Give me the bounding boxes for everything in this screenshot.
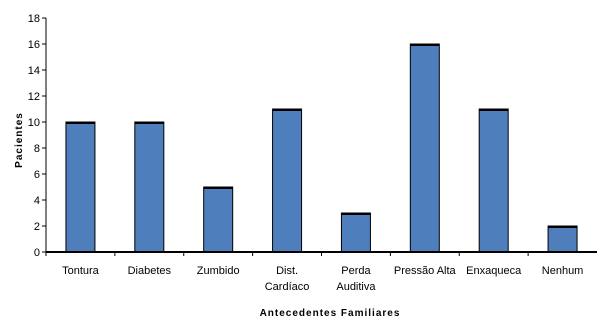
y-tick-label: 6: [34, 169, 40, 181]
bar: [409, 43, 440, 253]
y-tick-label: 2: [34, 221, 40, 233]
y-tick-label: 10: [28, 117, 40, 129]
x-category-label: Pressão Alta: [394, 265, 457, 277]
x-category-label: Perda Auditiva: [336, 265, 376, 293]
x-axis-labels: Tontura Diabetes Zumbido Dist. Cardíaco Perda…: [45, 252, 584, 293]
bar: [547, 225, 578, 253]
x-category-label: Enxaqueca: [466, 265, 522, 277]
y-tick-label: 4: [34, 195, 40, 207]
x-category-label: Tontura: [62, 265, 100, 277]
y-axis-ticks: 0 2 4 6 8 10 12 14 16 18: [28, 13, 46, 259]
y-tick-label: 16: [28, 39, 40, 51]
bar: [134, 121, 165, 253]
x-axis-title: Antecedentes Familiares: [260, 308, 401, 319]
bar: [203, 186, 234, 253]
y-tick-label: 14: [28, 65, 40, 77]
bar: [478, 108, 509, 253]
x-category-label: Nenhum: [542, 265, 584, 277]
x-category-label: Diabetes: [128, 265, 172, 277]
y-tick-label: 8: [34, 143, 40, 155]
y-tick-label: 18: [28, 13, 40, 25]
x-category-label: Dist. Cardíaco: [265, 265, 310, 293]
bar: [340, 212, 371, 253]
x-category-label: Zumbido: [197, 265, 240, 277]
bar: [272, 108, 303, 253]
y-tick-label: 0: [34, 247, 40, 259]
bars: [65, 43, 578, 253]
y-tick-label: 12: [28, 91, 40, 103]
bar: [65, 121, 96, 253]
y-axis-title: Pacientes: [14, 112, 25, 168]
